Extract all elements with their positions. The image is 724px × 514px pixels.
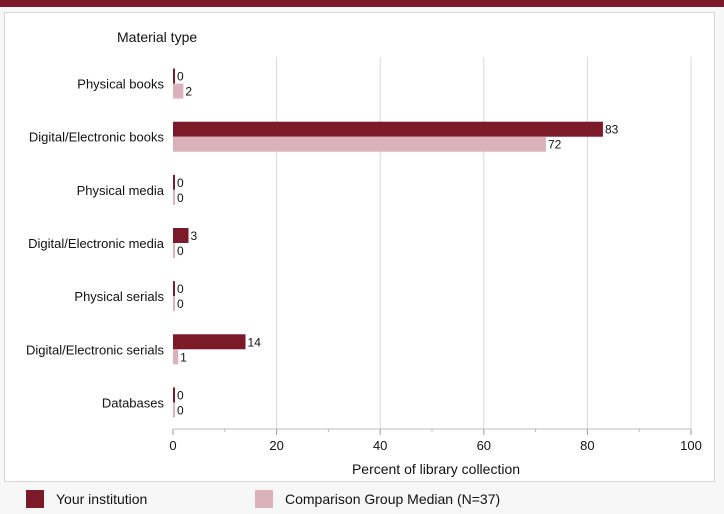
x-tick-label-20: 20 <box>269 438 283 453</box>
bar-your-institution-digital-electronic-books <box>173 121 603 137</box>
chart-title: Material type <box>117 29 197 45</box>
x-tick-label-40: 40 <box>373 438 387 453</box>
legend-item-your-institution: Your institution <box>26 490 147 508</box>
x-axis-label: Percent of library collection <box>352 461 520 477</box>
data-label-comparison-group-median-n-37-physical-serials: 0 <box>177 297 184 311</box>
data-label-your-institution-physical-media: 0 <box>177 176 184 190</box>
x-tick-label-80: 80 <box>580 438 594 453</box>
category-label-digital-electronic-books: Digital/Electronic books <box>29 130 165 145</box>
data-label-comparison-group-median-n-37-databases: 0 <box>177 403 184 417</box>
data-label-your-institution-digital-electronic-media: 3 <box>191 229 198 243</box>
gridlines <box>276 57 692 429</box>
bar-your-institution-physical-books <box>173 68 175 84</box>
data-label-your-institution-physical-serials: 0 <box>177 282 184 296</box>
bar-your-institution-physical-serials <box>173 281 175 297</box>
bar-your-institution-databases <box>173 387 175 403</box>
data-label-comparison-group-median-n-37-physical-media: 0 <box>177 191 184 205</box>
x-tick-label-0: 0 <box>169 438 176 453</box>
data-label-your-institution-databases: 0 <box>177 388 184 402</box>
data-label-comparison-group-median-n-37-digital-electronic-serials: 1 <box>180 350 187 364</box>
category-label-digital-electronic-serials: Digital/Electronic serials <box>26 342 164 357</box>
x-tick-label-60: 60 <box>477 438 491 453</box>
bar-your-institution-physical-media <box>173 174 175 190</box>
category-label-databases: Databases <box>102 395 165 410</box>
legend: Your institution Comparison Group Median… <box>4 486 715 512</box>
data-label-your-institution-digital-electronic-serials: 14 <box>248 335 262 349</box>
bar-comparison-group-median-n-37-digital-electronic-serials <box>173 349 179 365</box>
x-axis: 0 20 40 60 80 100 <box>169 428 702 453</box>
category-label-digital-electronic-media: Digital/Electronic media <box>28 236 165 251</box>
legend-label-comparison-group: Comparison Group Median (N=37) <box>285 491 501 507</box>
data-label-your-institution-physical-books: 0 <box>177 70 184 84</box>
bar-comparison-group-median-n-37-digital-electronic-media <box>173 243 175 258</box>
data-label-comparison-group-median-n-37-physical-books: 2 <box>185 85 192 99</box>
data-label-comparison-group-median-n-37-digital-electronic-media: 0 <box>177 244 184 258</box>
bar-comparison-group-median-n-37-physical-media <box>173 189 175 205</box>
bar-comparison-group-median-n-37-digital-electronic-books <box>173 136 546 152</box>
category-label-physical-serials: Physical serials <box>74 289 164 304</box>
bar-your-institution-digital-electronic-media <box>173 228 189 243</box>
category-labels: Physical books Digital/Electronic books Ph… <box>26 77 165 411</box>
category-label-physical-books: Physical books <box>77 77 164 92</box>
bar-comparison-group-median-n-37-databases <box>173 402 175 418</box>
bar-your-institution-digital-electronic-serials <box>173 334 246 350</box>
legend-label-your-institution: Your institution <box>56 491 148 507</box>
data-label-your-institution-digital-electronic-books: 83 <box>605 123 619 137</box>
data-label-comparison-group-median-n-37-digital-electronic-books: 72 <box>548 138 562 152</box>
bar-comparison-group-median-n-37-physical-serials <box>173 296 175 312</box>
legend-item-comparison-group: Comparison Group Median (N=37) <box>255 490 500 508</box>
bar-comparison-group-median-n-37-physical-books <box>173 83 184 99</box>
legend-swatch-your-institution <box>26 490 44 508</box>
legend-swatch-comparison-group <box>255 490 273 508</box>
category-label-physical-media: Physical media <box>77 183 165 198</box>
chart-panel: Material type 0 2 83 72 0 0 3 0 0 0 14 1 0 0 Physical… <box>4 12 715 482</box>
header-accent-bar <box>0 0 724 7</box>
x-tick-label-100: 100 <box>680 438 702 453</box>
